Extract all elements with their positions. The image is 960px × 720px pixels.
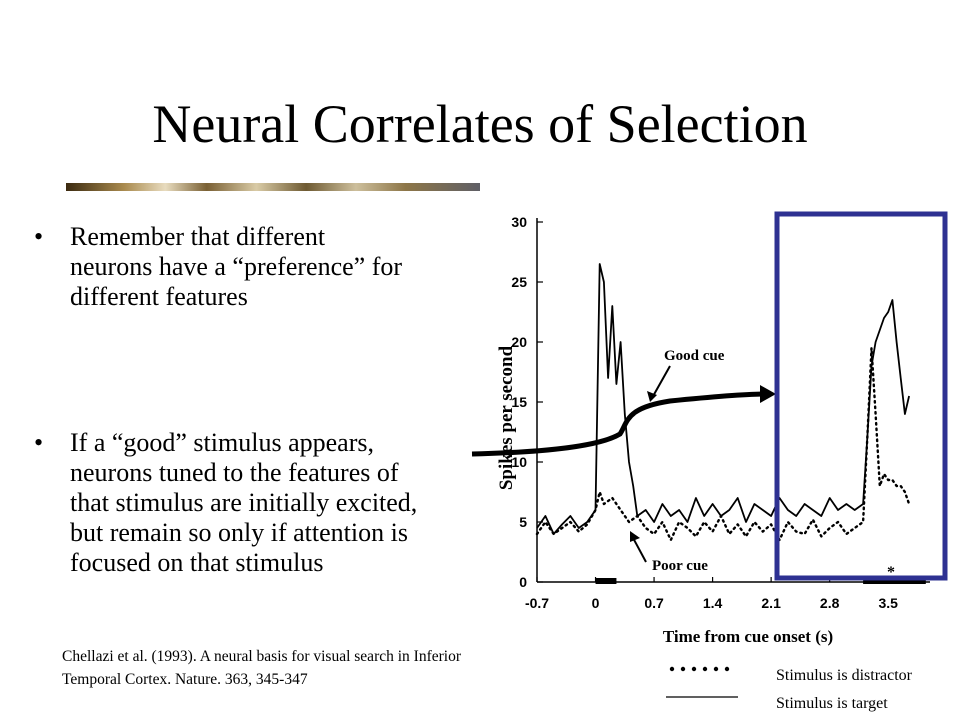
good-cue-annotation: Good cue: [647, 348, 725, 402]
highlight-box: [774, 211, 948, 581]
x-tick-label: 1.4: [703, 595, 723, 611]
x-tick-label: 0: [592, 595, 600, 611]
stimulus-bar: [863, 578, 926, 584]
good-cue-arrowhead: [647, 391, 657, 402]
y-tick-label: 10: [511, 454, 527, 470]
y-tick-label: 5: [519, 514, 527, 530]
bullet-item: If a “good” stimulus appears, neurons tu…: [70, 428, 418, 577]
bullet-item: Remember that different neurons have a “…: [70, 222, 403, 311]
stimulus-bar: [595, 578, 617, 584]
y-tick-label: 25: [511, 274, 527, 290]
plot-area: 0 5 10 15 20 25 30 -0.7 0 0.7 1.4 2.1 2.8 3.5: [511, 214, 930, 611]
poor-cue-arrow: [631, 535, 647, 563]
x-tick-label: 0.7: [644, 595, 664, 611]
citation: Chellazi et al. (1993). A neural basis f…: [62, 648, 461, 688]
y-tick-label: 0: [519, 574, 527, 590]
poor-cue-arrowhead: [630, 531, 640, 542]
legend-target-label: Stimulus is target: [776, 695, 888, 712]
slide-title: Neural Correlates of Selection: [152, 94, 808, 154]
spike-rate-chart: 0 5 10 15 20 25 30 -0.7 0 0.7 1.4 2.1 2.8 3.5 Spikes …: [471, 211, 948, 646]
y-axis-label: Spikes per second: [496, 345, 517, 490]
x-tick-label: 3.5: [878, 595, 898, 611]
y-tick-label: 30: [511, 214, 527, 230]
legend-dotted-swatch: [669, 666, 730, 672]
bullet-marker: •: [34, 428, 44, 457]
pointer-arrowhead: [760, 385, 776, 403]
bullet-marker: •: [34, 222, 44, 251]
x-tick-label: 2.8: [820, 595, 840, 611]
x-tick-label: 2.1: [761, 595, 781, 611]
legend-swatches: [666, 666, 738, 698]
pointer-curve-arrow: [471, 391, 767, 457]
legend: Stimulus is distractor Stimulus is targe…: [664, 660, 954, 716]
poor-cue-annotation: Poor cue: [630, 531, 708, 574]
good-cue-arrow: [651, 365, 671, 399]
x-axis-label: Time from cue onset (s): [663, 627, 833, 646]
title-underline: [66, 183, 480, 191]
significance-star: *: [887, 564, 895, 581]
x-tick-label: -0.7: [525, 595, 549, 611]
legend-distractor-label: Stimulus is distractor: [776, 667, 912, 684]
y-tick-label: 15: [511, 394, 527, 410]
distractor-series-line: [535, 346, 911, 542]
target-series-line: [536, 263, 910, 535]
good-cue-label: Good cue: [664, 348, 725, 364]
poor-cue-label: Poor cue: [652, 558, 708, 574]
y-tick-label: 20: [511, 334, 527, 350]
